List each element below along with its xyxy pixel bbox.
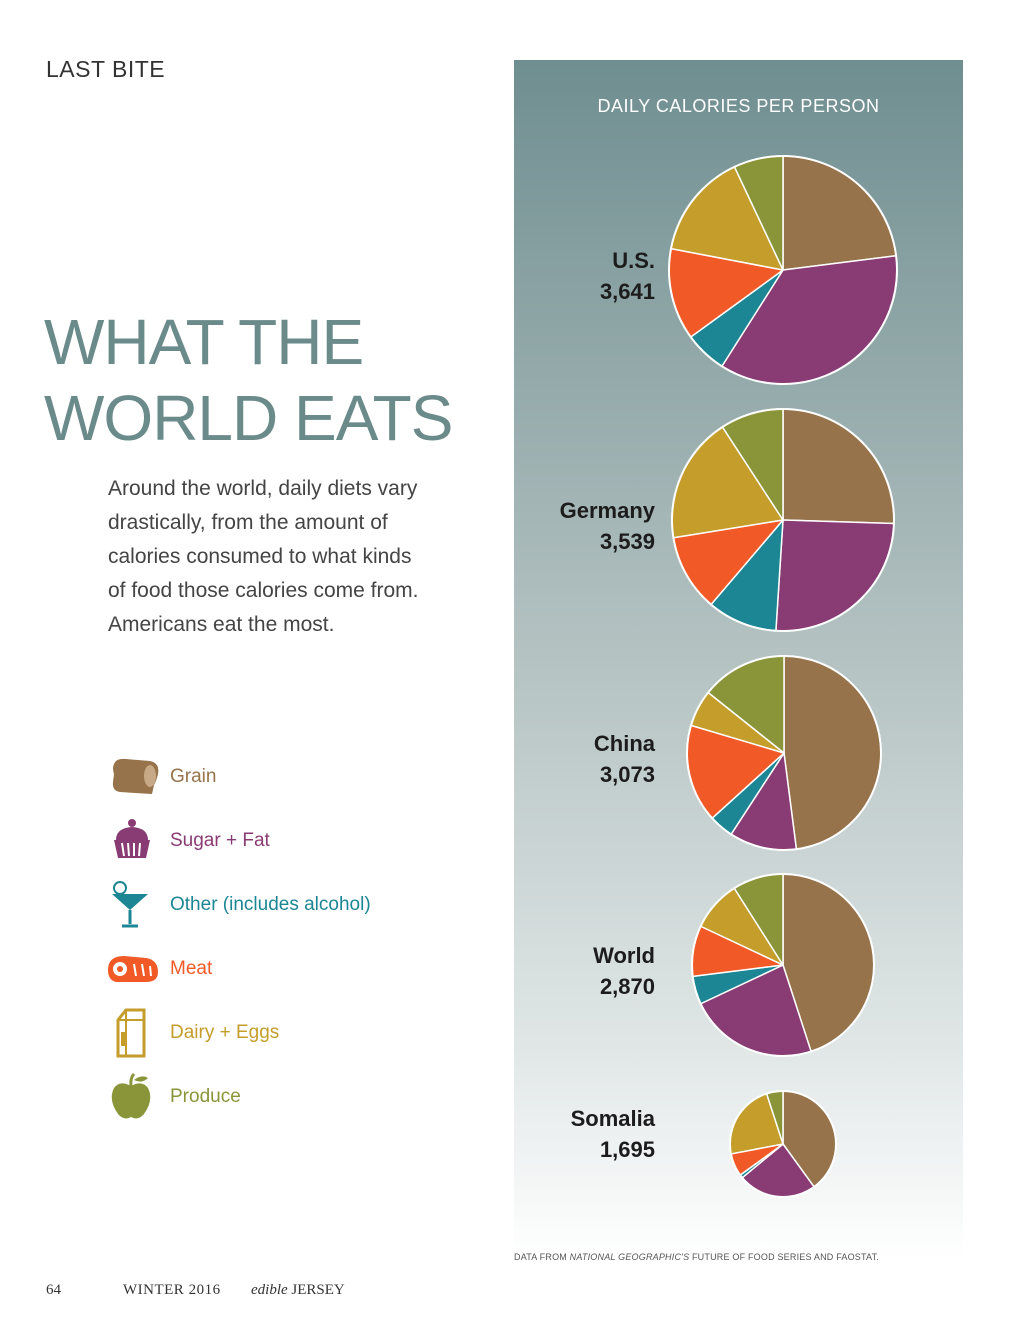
pie-somalia: [729, 1090, 837, 1198]
source-emphasis: NATIONAL GEOGRAPHIC'S: [569, 1252, 690, 1262]
pie-slice-grain: [782, 408, 895, 525]
pie-germany: [671, 408, 895, 632]
pie-slice-grain: [782, 155, 897, 271]
pie-outline: [671, 408, 895, 632]
pie-outline: [668, 155, 898, 385]
bread-icon: [112, 758, 159, 794]
legend-item-meat: Meat: [104, 944, 424, 994]
legend-label-grain: Grain: [170, 766, 217, 787]
pie-slice-grain: [783, 655, 882, 850]
country-name: Somalia: [571, 1106, 656, 1131]
data-source-note: DATA FROM NATIONAL GEOGRAPHIC'S FUTURE O…: [514, 1252, 879, 1262]
pie-slice-sugar-fat: [775, 519, 895, 632]
intro-paragraph: Around the world, daily diets vary drast…: [108, 472, 448, 642]
intro-line: Around the world, daily diets vary: [108, 477, 418, 500]
legend-label-meat: Meat: [170, 958, 213, 979]
cocktail-icon: [112, 881, 148, 928]
apple-icon: [111, 1072, 151, 1119]
page-title: WHAT THE WORLD EATS: [44, 304, 453, 456]
source-prefix: DATA FROM: [514, 1252, 570, 1262]
legend: Grain Sugar + Fat Other (includes alcoho…: [104, 748, 424, 1128]
pie-outline: [691, 873, 875, 1057]
country-calories: 2,870: [600, 974, 655, 999]
section-label: LAST BITE: [46, 56, 166, 82]
legend-label-other: Other (includes alcohol): [170, 894, 371, 915]
page-number: 64: [46, 1282, 61, 1298]
chart-panel: DAILY CALORIES PER PERSON U.S. 3,641 Germa…: [514, 60, 963, 1260]
magazine-name-caps: JERSEY: [291, 1282, 345, 1298]
legend-item-dairy-eggs: Dairy + Eggs: [104, 1008, 424, 1058]
title-line-2: WORLD EATS: [44, 382, 453, 454]
country-name: U.S.: [612, 248, 655, 273]
legend-item-other: Other (includes alcohol): [104, 880, 424, 930]
intro-line: of food those calories come from.: [108, 579, 419, 602]
legend-item-produce: Produce: [104, 1072, 424, 1122]
country-name: China: [594, 731, 656, 756]
pie-charts: U.S. 3,641 Germany 3,539 China 3,073 World 2,87…: [560, 155, 898, 1198]
cupcake-icon: [114, 819, 150, 858]
pie-outline: [729, 1090, 837, 1198]
intro-line: drastically, from the amount of: [108, 511, 388, 534]
source-suffix: FUTURE OF FOOD SERIES AND FAOSTAT.: [689, 1252, 879, 1262]
pie-world: [691, 873, 875, 1057]
ham-icon: [108, 956, 158, 982]
magazine-name: edible JERSEY: [251, 1282, 345, 1299]
intro-line: Americans eat the most.: [108, 613, 335, 636]
country-calories: 3,073: [600, 762, 655, 787]
pie-outline: [686, 655, 882, 851]
pie-china: [686, 655, 882, 851]
legend-label-produce: Produce: [170, 1086, 241, 1107]
intro-line: calories consumed to what kinds: [108, 545, 412, 568]
issue-date: WINTER 2016: [123, 1282, 221, 1298]
country-calories: 3,539: [600, 529, 655, 554]
legend-label-sugar-fat: Sugar + Fat: [170, 830, 270, 851]
legend-label-dairy-eggs: Dairy + Eggs: [170, 1022, 280, 1043]
milk-carton-icon: [116, 1008, 146, 1058]
magazine-name-italic: edible: [251, 1282, 288, 1298]
title-line-1: WHAT THE: [44, 306, 364, 378]
country-calories: 1,695: [600, 1137, 655, 1162]
country-name: World: [593, 943, 655, 968]
pie-u-s: [668, 155, 898, 385]
legend-item-grain: Grain: [104, 752, 424, 802]
legend-item-sugar-fat: Sugar + Fat: [104, 816, 424, 866]
country-calories: 3,641: [600, 279, 655, 304]
country-name: Germany: [560, 498, 656, 523]
chart-title: DAILY CALORIES PER PERSON: [597, 96, 880, 116]
